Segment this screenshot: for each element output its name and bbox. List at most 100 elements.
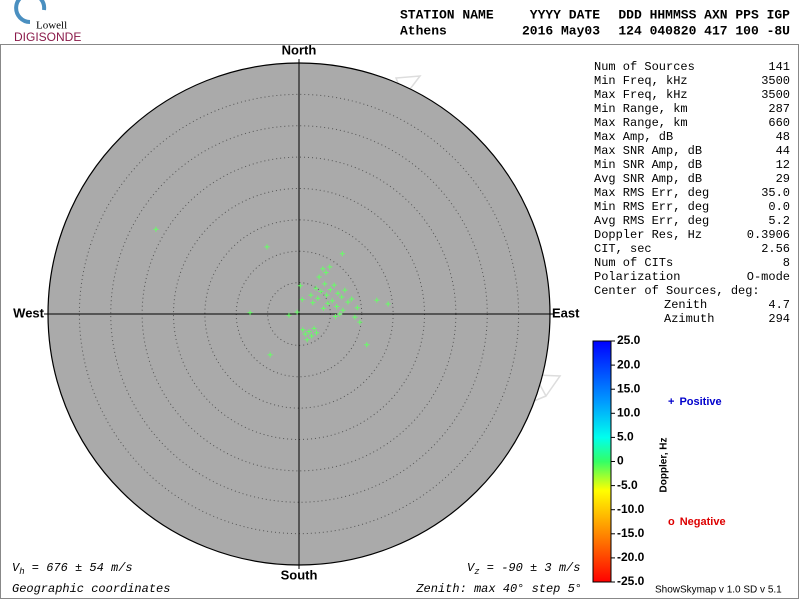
- source-point: [327, 287, 333, 293]
- stat-value: 35.0: [761, 186, 790, 200]
- legend-symbol: o: [668, 516, 675, 528]
- colorbar-label: 10.0: [617, 405, 641, 419]
- stat-value: 44: [776, 144, 790, 158]
- legend-entry: o Negative: [668, 516, 726, 528]
- legend-label: Positive: [679, 396, 721, 408]
- colorbar-label: -10.0: [617, 502, 645, 516]
- source-point: [302, 331, 308, 337]
- colorbar: [592, 340, 612, 583]
- stat-label: Doppler Res, Hz: [594, 228, 702, 242]
- stat-value: O-mode: [747, 270, 790, 284]
- direction: West: [13, 305, 44, 320]
- stat-label: Avg SNR Amp, dB: [594, 172, 702, 186]
- coords-label: Geographic coordinates: [12, 582, 170, 596]
- legend-entry: + Positive: [668, 396, 722, 408]
- stat-value: 0.3906: [747, 228, 790, 242]
- stat-label: Min Range, km: [594, 102, 688, 116]
- source-point: [340, 307, 346, 313]
- source-point: [342, 287, 348, 293]
- zenith-label: Zenith: max 40° step 5°: [415, 582, 582, 596]
- source-point: [267, 352, 273, 358]
- source-point: [327, 264, 333, 270]
- source-point: [310, 300, 316, 306]
- source-point: [247, 310, 253, 316]
- source-point: [324, 292, 330, 298]
- stat-value: 2.56: [761, 242, 790, 256]
- source-point: [349, 296, 355, 302]
- source-point: [345, 299, 351, 305]
- frame: [0, 44, 799, 599]
- source-point: [357, 319, 363, 325]
- header-label: STATION NAME: [400, 7, 494, 22]
- source-point: [306, 329, 312, 335]
- source-point: [320, 266, 326, 272]
- center-value: 294: [768, 312, 790, 326]
- colorbar-label: 0: [617, 454, 624, 468]
- source-point: [311, 325, 317, 331]
- logo-arc: [14, 0, 47, 24]
- source-point: [297, 283, 303, 289]
- logo-bottom: DIGISONDE: [14, 30, 81, 44]
- source-point: [286, 312, 292, 318]
- stat-label: Min Freq, kHz: [594, 74, 688, 88]
- center-label: Azimuth: [664, 312, 714, 326]
- source-point: [315, 295, 321, 301]
- source-point: [331, 282, 337, 288]
- center-title: Center of Sources, deg:: [594, 284, 760, 298]
- source-point: [322, 281, 328, 287]
- direction: North: [282, 42, 317, 57]
- colorbar-label: 5.0: [617, 430, 634, 444]
- stat-value: 660: [768, 116, 790, 130]
- stat-label: Max Freq, kHz: [594, 88, 688, 102]
- vz-label: Vz = -90 ± 3 m/s: [467, 561, 580, 577]
- colorbar-label: -25.0: [617, 574, 645, 588]
- source-point: [320, 305, 326, 311]
- header-label: DDD HHMMSS AXN PPS IGP: [618, 7, 790, 22]
- stat-value: 141: [768, 60, 790, 74]
- stat-label: Max Range, km: [594, 116, 688, 130]
- stat-label: Avg RMS Err, deg: [594, 214, 709, 228]
- stat-value: 287: [768, 102, 790, 116]
- center-label: Zenith: [664, 298, 707, 312]
- source-point: [264, 244, 270, 250]
- stat-label: Min RMS Err, deg: [594, 200, 709, 214]
- header-value: 2016 May03: [522, 23, 600, 38]
- stat-label: Num of Sources: [594, 60, 695, 74]
- colorbar-label: -15.0: [617, 526, 645, 540]
- stat-value: 8: [783, 256, 790, 270]
- source-point: [153, 226, 159, 232]
- source-point: [364, 342, 370, 348]
- stat-label: Num of CITs: [594, 256, 673, 270]
- source-point: [318, 288, 324, 294]
- stat-label: CIT, sec: [594, 242, 652, 256]
- direction: South: [281, 567, 318, 582]
- source-point: [354, 305, 360, 311]
- source-point: [308, 292, 314, 298]
- stat-label: Polarization: [594, 270, 680, 284]
- source-point: [325, 300, 331, 306]
- source-point: [374, 297, 380, 303]
- source-point: [352, 314, 358, 320]
- stat-label: Max SNR Amp, dB: [594, 144, 702, 158]
- center-value: 4.7: [768, 298, 790, 312]
- stat-value: 0.0: [768, 200, 790, 214]
- source-point: [314, 330, 320, 336]
- direction: East: [552, 305, 580, 320]
- stat-label: Max RMS Err, deg: [594, 186, 709, 200]
- stat-value: 12: [776, 158, 790, 172]
- colorbar-label: 15.0: [617, 381, 641, 395]
- source-point: [337, 311, 343, 317]
- source-point: [300, 327, 306, 333]
- colorbar-label: -20.0: [617, 550, 645, 564]
- source-point: [323, 270, 329, 276]
- stat-value: 3500: [761, 74, 790, 88]
- source-point: [332, 314, 338, 320]
- colorbar-label: -5.0: [617, 478, 638, 492]
- source-point: [329, 298, 335, 304]
- colorbar-label: 20.0: [617, 357, 641, 371]
- vh-label: Vh = 676 ± 54 m/s: [12, 561, 133, 577]
- version-label: ShowSkymap v 1.0 SD v 5.1: [655, 585, 782, 596]
- header-label: YYYY DATE: [530, 7, 600, 22]
- stat-value: 5.2: [768, 214, 790, 228]
